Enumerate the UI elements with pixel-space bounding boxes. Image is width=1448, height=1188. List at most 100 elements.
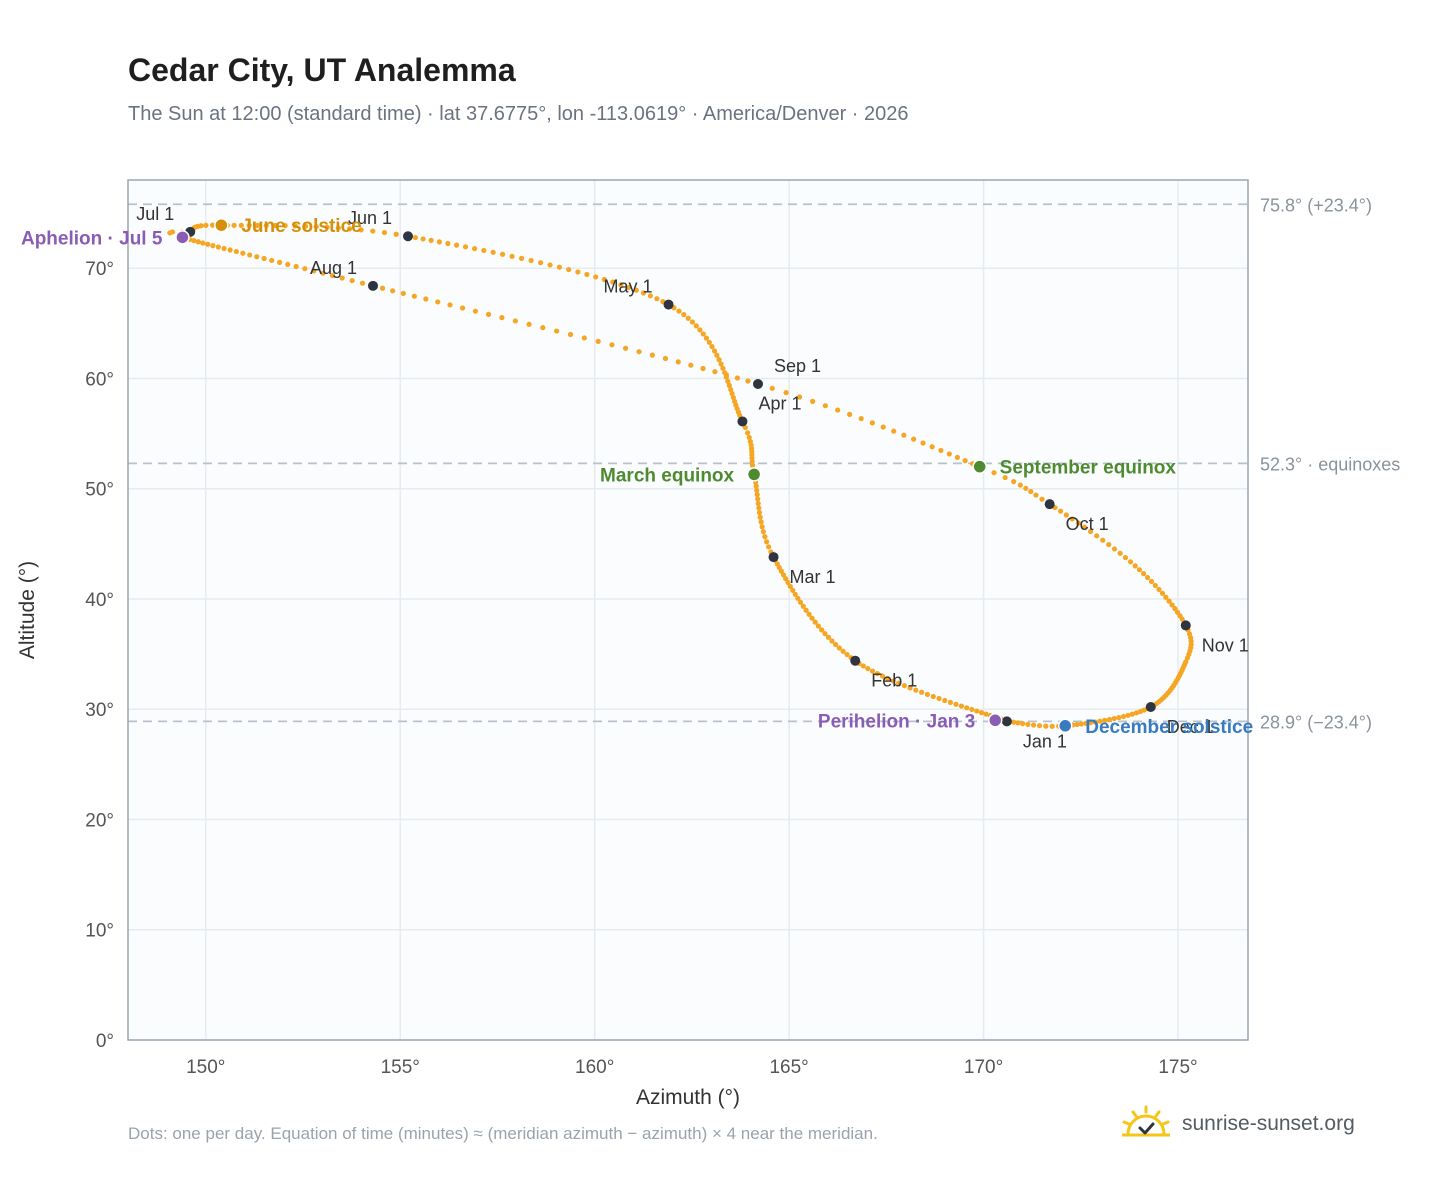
day-dot (754, 487, 760, 493)
plot-area (128, 180, 1248, 1040)
day-dot (1169, 602, 1175, 608)
day-dot (730, 394, 736, 401)
day-dot (974, 708, 980, 714)
day-dot (747, 438, 753, 445)
day-dot (726, 382, 732, 389)
x-axis-ticks: 150° 155° 160° 165° 170° 175° (186, 1057, 1198, 1078)
day-dot (1030, 722, 1037, 728)
day-dot (810, 398, 816, 404)
month-marker-dot (663, 299, 674, 310)
day-dot (1023, 485, 1029, 491)
event-marker-label: September equinox (1000, 458, 1177, 479)
day-dot (1125, 712, 1131, 718)
day-dot (815, 623, 821, 629)
day-dot (518, 255, 525, 261)
day-dot (890, 678, 896, 684)
day-dot (400, 290, 406, 297)
day-dot (911, 436, 917, 442)
day-dot (754, 492, 760, 498)
day-dot (1184, 655, 1191, 661)
day-dot (269, 257, 275, 264)
day-dot (347, 226, 353, 232)
day-dot (1117, 550, 1123, 556)
day-dot (891, 428, 897, 434)
day-dot (1159, 590, 1166, 596)
day-dot (755, 500, 761, 507)
day-dot (636, 349, 642, 355)
month-marker-label: Nov 1 (1202, 635, 1249, 655)
month-marker-label: Dec 1 (1167, 717, 1214, 737)
sun-logo-icon (1122, 1105, 1170, 1137)
day-dot (647, 293, 653, 299)
y-axis-ticks: 0° 10° 20° 30° 40° 50° 60° 70° (85, 259, 114, 1052)
day-dot (203, 222, 209, 228)
day-dot (1156, 586, 1162, 593)
day-dot (874, 670, 880, 677)
month-marker-dot (368, 280, 378, 291)
page-title: Cedar City, UT Analemma (128, 52, 516, 88)
day-dot (756, 505, 762, 511)
day-dot (528, 257, 534, 264)
month-marker-dot (768, 552, 779, 563)
day-dot (472, 246, 478, 252)
day-dot (1166, 598, 1172, 604)
day-dot (462, 244, 469, 250)
day-dot (610, 279, 616, 285)
day-dot (537, 260, 544, 266)
event-marker-label: June solstice (241, 216, 361, 237)
day-dot (200, 240, 206, 246)
day-dot (809, 615, 815, 621)
day-dot (742, 424, 748, 431)
day-dot (706, 339, 712, 345)
day-dot (1036, 723, 1043, 729)
day-dot (1140, 571, 1147, 577)
y-tick-label: 40° (85, 590, 114, 611)
day-dot (924, 691, 931, 698)
day-dot (783, 576, 789, 582)
day-dot (205, 241, 211, 247)
day-dot (819, 627, 825, 633)
day-dot (792, 591, 798, 597)
day-dot (764, 539, 770, 545)
day-dot (567, 331, 574, 338)
day-dot (787, 583, 793, 590)
day-dot (700, 331, 706, 337)
day-dot (896, 680, 902, 686)
day-dot (526, 321, 532, 327)
day-dot (711, 348, 718, 354)
day-dot (1102, 717, 1108, 723)
day-dot (412, 234, 418, 241)
day-dot (755, 496, 761, 502)
day-dot (947, 699, 954, 706)
y-tick-label: 20° (85, 810, 114, 831)
day-dot (302, 223, 309, 229)
day-dot (757, 514, 763, 520)
day-dot (662, 355, 669, 362)
day-dot (261, 255, 267, 262)
month-marker-dot (737, 416, 748, 427)
day-dot (584, 271, 590, 278)
day-dot (246, 222, 252, 228)
day-dot (1094, 533, 1100, 539)
day-dot (723, 372, 729, 378)
reference-line-label: 75.8° (+23.4°) (1260, 195, 1372, 215)
day-dot (581, 335, 587, 341)
day-dot (566, 266, 572, 273)
day-dot (593, 274, 599, 280)
day-dot (1049, 723, 1055, 729)
day-dot (835, 407, 841, 413)
day-dot (783, 390, 789, 396)
day-dot (833, 641, 839, 648)
day-dot (681, 311, 687, 318)
day-dot (978, 710, 985, 716)
brand-logo[interactable]: sunrise-sunset.org (1120, 1100, 1355, 1148)
day-dot (929, 444, 935, 450)
day-dot (393, 231, 399, 237)
day-dot (633, 287, 639, 293)
day-dot (292, 223, 298, 229)
day-dot (796, 394, 803, 400)
day-dot (238, 222, 244, 228)
event-marker-label: Aphelion · Jul 5 (21, 228, 163, 249)
day-dot (359, 280, 366, 286)
